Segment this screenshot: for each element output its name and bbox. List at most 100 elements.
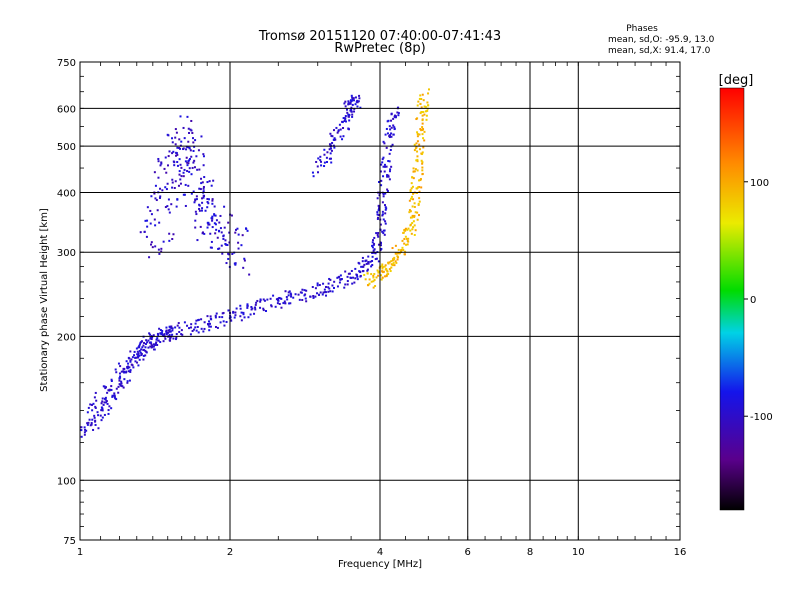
echo-point bbox=[127, 365, 130, 368]
echo-point bbox=[396, 111, 399, 114]
echo-point bbox=[393, 115, 396, 118]
echo-point bbox=[344, 283, 347, 286]
echo-point bbox=[200, 209, 203, 212]
echo-point bbox=[195, 195, 198, 198]
echo-point bbox=[193, 201, 196, 204]
echo-point bbox=[336, 285, 339, 288]
echo-point bbox=[121, 385, 124, 388]
echo-point bbox=[212, 179, 215, 182]
echo-point bbox=[422, 99, 425, 102]
echo-point bbox=[421, 114, 424, 117]
echo-point bbox=[358, 94, 361, 97]
echo-point bbox=[129, 350, 132, 353]
y-tick-label: 75 bbox=[63, 536, 76, 547]
chart-subtitle: RwPretec (8p) bbox=[334, 41, 425, 56]
echo-point bbox=[416, 131, 419, 134]
echo-point bbox=[346, 283, 349, 286]
echo-point bbox=[419, 112, 422, 115]
echo-point bbox=[327, 286, 330, 289]
echo-point bbox=[338, 275, 341, 278]
echo-point bbox=[415, 159, 418, 162]
echo-point bbox=[397, 112, 400, 115]
echo-point bbox=[218, 230, 221, 233]
echo-point bbox=[181, 333, 184, 336]
echo-point bbox=[331, 290, 334, 293]
echo-point bbox=[393, 264, 396, 267]
echo-point bbox=[188, 147, 191, 150]
echo-point bbox=[208, 325, 211, 328]
echo-point bbox=[396, 256, 399, 259]
phase-info-o-mode: mean, sd,O: -95.9, 13.0 bbox=[608, 35, 715, 45]
echo-point bbox=[99, 414, 102, 417]
echo-point bbox=[377, 232, 380, 235]
echo-point bbox=[386, 190, 389, 193]
echo-point bbox=[384, 165, 387, 168]
echo-point bbox=[150, 213, 153, 216]
echo-point bbox=[188, 327, 191, 330]
echo-point bbox=[418, 179, 421, 182]
echo-point bbox=[186, 164, 189, 167]
echo-point bbox=[226, 244, 229, 247]
echo-point bbox=[200, 135, 203, 138]
echo-point bbox=[400, 249, 403, 252]
echo-point bbox=[120, 382, 123, 385]
echo-point bbox=[381, 265, 384, 268]
echo-point bbox=[421, 93, 424, 96]
echo-point bbox=[173, 186, 176, 189]
echo-point bbox=[323, 148, 326, 151]
echo-point bbox=[366, 284, 369, 287]
echo-point bbox=[416, 160, 419, 163]
echo-point bbox=[154, 245, 157, 248]
echo-point bbox=[197, 149, 200, 152]
echo-point bbox=[108, 405, 111, 408]
echo-point bbox=[140, 354, 143, 357]
echo-point bbox=[374, 285, 377, 288]
echo-point bbox=[335, 126, 338, 129]
echo-point bbox=[234, 262, 237, 265]
echo-point bbox=[92, 402, 95, 405]
echo-point bbox=[208, 320, 211, 323]
echo-point bbox=[130, 363, 133, 366]
y-tick-label: 200 bbox=[57, 332, 76, 343]
echo-point bbox=[353, 110, 356, 113]
echo-point bbox=[100, 419, 103, 422]
echo-point bbox=[378, 181, 381, 184]
echo-point bbox=[194, 322, 197, 325]
echo-point bbox=[171, 178, 174, 181]
echo-point bbox=[337, 129, 340, 132]
x-tick-label: 8 bbox=[527, 547, 533, 558]
echo-point bbox=[338, 123, 341, 126]
echo-point bbox=[348, 113, 351, 116]
echo-point bbox=[383, 142, 386, 145]
echo-point bbox=[149, 333, 152, 336]
echo-point bbox=[379, 249, 382, 252]
echo-point bbox=[287, 291, 290, 294]
echo-point bbox=[235, 307, 238, 310]
echo-point bbox=[250, 305, 253, 308]
echo-point bbox=[188, 167, 191, 170]
echo-point bbox=[369, 260, 372, 263]
echo-point bbox=[80, 435, 83, 438]
echo-point bbox=[145, 339, 148, 342]
echo-point bbox=[176, 153, 179, 156]
echo-point bbox=[388, 152, 391, 155]
echo-point bbox=[148, 332, 151, 335]
echo-point bbox=[97, 427, 100, 430]
echo-point bbox=[374, 252, 377, 255]
echo-point bbox=[160, 250, 163, 253]
echo-point bbox=[356, 275, 359, 278]
echo-point bbox=[151, 246, 154, 249]
echo-point bbox=[422, 137, 425, 140]
echo-point bbox=[188, 131, 191, 134]
echo-point bbox=[309, 295, 312, 298]
echo-point bbox=[242, 313, 245, 316]
echo-point bbox=[147, 346, 150, 349]
echo-point bbox=[207, 221, 210, 224]
echo-point bbox=[329, 132, 332, 135]
echo-point bbox=[174, 180, 177, 183]
echo-point bbox=[167, 134, 170, 137]
echo-point bbox=[329, 290, 332, 293]
echo-point bbox=[165, 171, 168, 174]
echo-point bbox=[297, 293, 300, 296]
echo-point bbox=[129, 370, 132, 373]
